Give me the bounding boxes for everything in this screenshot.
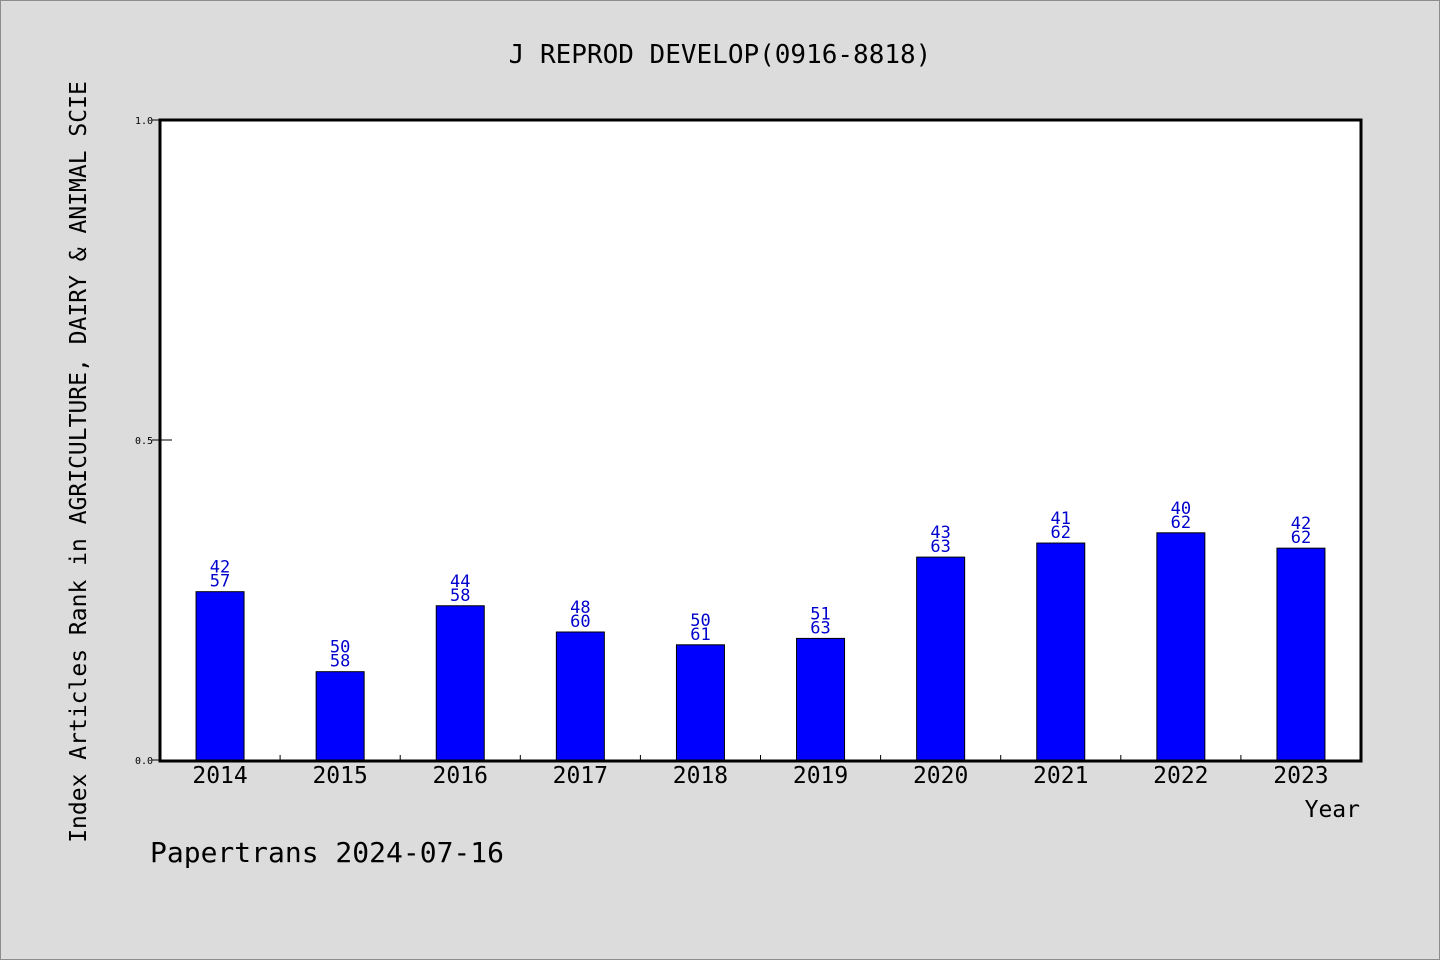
y-tick-label: 0.5 [135,436,153,447]
bar-label-top: 50 [330,638,350,658]
chart-title: J REPROD DEVELOP(0916-8818) [509,40,932,70]
bar-label-bottom: 63 [810,618,830,638]
bar-2021 [1036,542,1086,761]
bar-label-bottom: 62 [1171,513,1191,533]
bar-2014 [195,591,245,761]
x-tick-label: 2023 [1273,763,1328,789]
x-tick-label: 2020 [913,763,968,789]
footer-source: Papertrans 2024-07-16 [150,836,504,869]
bar-label-top: 42 [1291,514,1311,534]
bar-2019 [796,637,846,761]
bar-label-top: 40 [1171,499,1191,519]
bar-2016 [435,605,485,761]
x-tick-label: 2017 [553,763,608,789]
y-tick-label: 0.0 [135,756,153,767]
bar-label-bottom: 62 [1291,528,1311,548]
y-tick-label: 1.0 [135,116,153,127]
bar-label-top: 50 [690,611,710,631]
x-tick-label: 2018 [673,763,728,789]
bar-label-top: 48 [570,598,590,618]
bar-label-bottom: 58 [330,652,350,672]
bar-label-bottom: 63 [930,537,950,557]
y-axis-ticks: 0.0 0.5 1.0 [135,116,172,767]
bar-label-bottom: 58 [450,586,470,606]
x-axis-ticks [279,755,1242,760]
bar-label-top: 44 [450,572,470,592]
bar-2022 [1156,532,1206,761]
x-tick-label: 2016 [433,763,488,789]
x-tick-label: 2021 [1033,763,1088,789]
x-tick-label: 2015 [312,763,367,789]
bar-2015 [315,671,365,761]
x-tick-label: 2019 [793,763,848,789]
bar-label-bottom: 61 [690,625,710,645]
x-axis-label: Year [1305,797,1360,823]
bar-label-top: 51 [810,604,830,624]
bar-2018 [675,644,725,761]
x-tick-label: 2022 [1153,763,1208,789]
bar-label-bottom: 57 [210,572,230,592]
bar-label-top: 42 [210,558,230,578]
bar-label-top: 41 [1051,509,1071,529]
bar-label-bottom: 62 [1051,523,1071,543]
x-tick-labels-group: 2014 2015 2016 2017 2018 2019 2020 2021 2022 2023 [192,763,1328,789]
bar-2023 [1276,547,1326,761]
bar-2017 [555,631,605,761]
bar-label-bottom: 60 [570,612,590,632]
bar-label-top: 43 [930,523,950,543]
bars-group [195,532,1326,761]
y-axis-label: Index Articles Rank in AGRICULTURE, DAIR… [66,81,92,843]
bar-2020 [916,556,966,761]
x-tick-label: 2014 [192,763,247,789]
